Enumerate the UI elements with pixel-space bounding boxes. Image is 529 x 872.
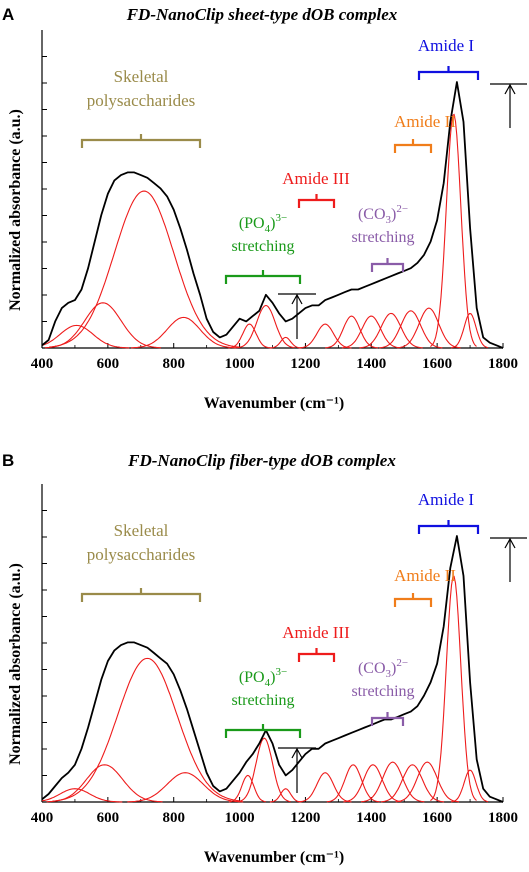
x-tick-label: 1400 [356, 810, 386, 826]
co3-stretching-label: stretching [351, 229, 414, 246]
skeletal-bracket [80, 588, 202, 602]
component-peak [46, 764, 163, 803]
x-tick-label: 1600 [422, 356, 452, 372]
co3-stretching-label: stretching [351, 683, 414, 700]
po4-stretching-label: stretching [231, 238, 294, 255]
skeletal-label: Skeletal [114, 521, 169, 540]
panel-letter: A [2, 5, 14, 24]
component-peak [430, 575, 477, 802]
co3-label: (CO3)2− [358, 657, 408, 680]
po4-stretching-label: stretching [231, 692, 294, 709]
po4-label: (PO4)3− [239, 212, 287, 235]
panel-a: A FD-NanoClip sheet-type dOB complex Nor… [2, 5, 527, 412]
x-axis-label: Wavenumber (cm⁻¹) [204, 395, 344, 412]
component-peak [127, 772, 244, 803]
x-tick-label: 400 [31, 810, 54, 826]
co3-bracket [370, 712, 405, 726]
co3-label: (CO3)2− [358, 203, 408, 226]
scale-arrow-amide1 [504, 537, 516, 549]
measured-spectrum [41, 535, 504, 803]
po4-bracket [224, 270, 302, 284]
y-axis-label: Normalized absorbance (a.u.) [7, 563, 24, 765]
amide1-bracket [417, 66, 480, 80]
component-peak [41, 788, 123, 803]
component-peak [45, 302, 161, 349]
component-peak [269, 336, 302, 349]
skeletal-bracket [80, 134, 202, 148]
scale-arrow-po4 [291, 747, 303, 759]
amide2-bracket [393, 139, 433, 153]
component-peak [236, 304, 295, 349]
band-annotations: Skeletal polysaccharides Amide III Amide II… [80, 36, 527, 339]
measured-spectrum [41, 81, 504, 349]
component-peak [130, 316, 237, 349]
component-peak [397, 307, 461, 349]
component-peak [298, 323, 352, 349]
amide1-bracket [417, 520, 480, 534]
co3-bracket [370, 258, 405, 272]
amide3-label: Amide III [282, 623, 350, 642]
amide2-label: Amide II [394, 112, 456, 131]
x-tick-label: 1600 [422, 810, 452, 826]
x-tick-label: 800 [162, 356, 185, 372]
po4-label: (PO4)3− [239, 666, 287, 689]
x-tick-label: 800 [162, 810, 185, 826]
component-peak [326, 764, 380, 803]
component-peak [49, 190, 239, 348]
x-tick-label: 400 [31, 356, 54, 372]
component-peak [379, 310, 443, 349]
plot-area: 400 600 800 1000 1200 1400 1600 1800 [31, 484, 518, 826]
panel-title: FD-NanoClip sheet-type dOB complex [126, 5, 398, 24]
amide2-label: Amide II [394, 566, 456, 585]
amide1-label: Amide I [418, 36, 475, 55]
component-peak [361, 761, 425, 803]
component-peak [269, 788, 302, 803]
amide2-bracket [393, 593, 433, 607]
panel-title: FD-NanoClip fiber-type dOB complex [127, 451, 396, 470]
x-tick-label: 600 [97, 356, 120, 372]
panel-b: B FD-NanoClip fiber-type dOB complex Nor… [2, 451, 527, 866]
x-tick-label: 1200 [290, 356, 320, 372]
x-tick-label: 1000 [225, 810, 255, 826]
skeletal-label: polysaccharides [87, 545, 196, 564]
component-peak [359, 312, 423, 349]
component-peak [42, 324, 130, 349]
component-peak [52, 657, 243, 802]
amide3-bracket [297, 648, 336, 662]
po4-bracket [224, 724, 302, 738]
component-peak [395, 761, 459, 803]
scale-arrow-amide1 [504, 83, 516, 95]
component-peak [298, 772, 352, 803]
component-peak [228, 774, 266, 803]
amide3-label: Amide III [282, 169, 350, 188]
amide1-label: Amide I [418, 490, 475, 509]
plot-area: 400 600 800 1000 1200 1400 1600 1800 [31, 30, 518, 372]
component-peak [451, 769, 489, 803]
y-axis-label: Normalized absorbance (a.u.) [7, 109, 24, 311]
band-annotations: Skeletal polysaccharides Amide III Amide II… [80, 490, 527, 793]
x-tick-label: 600 [97, 810, 120, 826]
x-tick-label: 1800 [488, 810, 518, 826]
component-peak [228, 323, 271, 349]
component-peak [237, 737, 291, 803]
x-tick-label: 1800 [488, 356, 518, 372]
skeletal-label: Skeletal [114, 67, 169, 86]
component-peak [451, 313, 489, 349]
x-tick-label: 1000 [225, 356, 255, 372]
x-tick-label: 1400 [356, 356, 386, 372]
x-tick-label: 1200 [290, 810, 320, 826]
skeletal-label: polysaccharides [87, 91, 196, 110]
scale-arrow-po4 [291, 293, 303, 305]
panel-letter: B [2, 451, 14, 470]
amide3-bracket [297, 194, 336, 208]
component-peak [430, 113, 477, 348]
x-axis-label: Wavenumber (cm⁻¹) [204, 849, 344, 866]
